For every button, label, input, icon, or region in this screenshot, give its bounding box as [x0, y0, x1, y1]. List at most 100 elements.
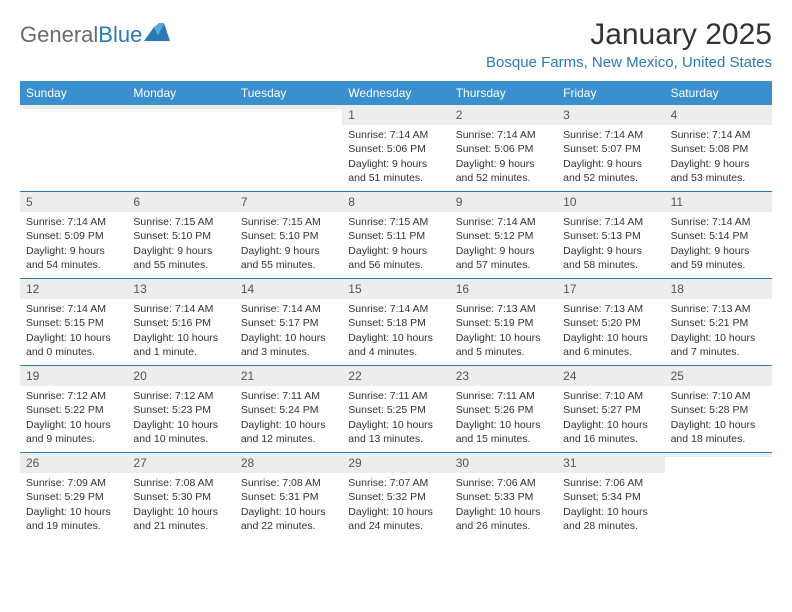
day-info: Sunrise: 7:06 AMSunset: 5:33 PMDaylight:… [456, 476, 551, 533]
sunset-line: Sunset: 5:11 PM [348, 229, 443, 243]
day-number-row: 17 [557, 279, 664, 299]
weekday-header: Wednesday [342, 81, 449, 105]
week-row: 1Sunrise: 7:14 AMSunset: 5:06 PMDaylight… [20, 105, 772, 191]
day-info: Sunrise: 7:14 AMSunset: 5:15 PMDaylight:… [26, 302, 121, 359]
day-number-row: 13 [127, 279, 234, 299]
day-cell: 10Sunrise: 7:14 AMSunset: 5:13 PMDayligh… [557, 192, 664, 278]
day-info: Sunrise: 7:08 AMSunset: 5:30 PMDaylight:… [133, 476, 228, 533]
logo-word-general: General [20, 22, 98, 47]
week-row: 5Sunrise: 7:14 AMSunset: 5:09 PMDaylight… [20, 191, 772, 278]
daylight-line: Daylight: 9 hours and 52 minutes. [563, 157, 658, 185]
daylight-line: Daylight: 10 hours and 26 minutes. [456, 505, 551, 533]
daylight-line: Daylight: 9 hours and 57 minutes. [456, 244, 551, 272]
daylight-line: Daylight: 10 hours and 10 minutes. [133, 418, 228, 446]
day-number: 27 [133, 456, 146, 470]
page-header: GeneralBlue January 2025 Bosque Farms, N… [20, 18, 772, 71]
day-cell: 24Sunrise: 7:10 AMSunset: 5:27 PMDayligh… [557, 366, 664, 452]
sunset-line: Sunset: 5:27 PM [563, 403, 658, 417]
day-cell: 18Sunrise: 7:13 AMSunset: 5:21 PMDayligh… [665, 279, 772, 365]
weekday-header-row: SundayMondayTuesdayWednesdayThursdayFrid… [20, 81, 772, 105]
day-number-row: 25 [665, 366, 772, 386]
day-cell: 29Sunrise: 7:07 AMSunset: 5:32 PMDayligh… [342, 453, 449, 539]
weekday-header: Saturday [665, 81, 772, 105]
day-number: 4 [671, 108, 678, 122]
weekday-header: Sunday [20, 81, 127, 105]
sunrise-line: Sunrise: 7:08 AM [241, 476, 336, 490]
day-cell: 21Sunrise: 7:11 AMSunset: 5:24 PMDayligh… [235, 366, 342, 452]
daylight-line: Daylight: 10 hours and 18 minutes. [671, 418, 766, 446]
daylight-line: Daylight: 10 hours and 3 minutes. [241, 331, 336, 359]
week-row: 12Sunrise: 7:14 AMSunset: 5:15 PMDayligh… [20, 278, 772, 365]
sunset-line: Sunset: 5:15 PM [26, 316, 121, 330]
day-info: Sunrise: 7:14 AMSunset: 5:14 PMDaylight:… [671, 215, 766, 272]
day-info: Sunrise: 7:11 AMSunset: 5:26 PMDaylight:… [456, 389, 551, 446]
sunset-line: Sunset: 5:22 PM [26, 403, 121, 417]
daylight-line: Daylight: 10 hours and 4 minutes. [348, 331, 443, 359]
day-cell: 20Sunrise: 7:12 AMSunset: 5:23 PMDayligh… [127, 366, 234, 452]
day-cell: 15Sunrise: 7:14 AMSunset: 5:18 PMDayligh… [342, 279, 449, 365]
sunrise-line: Sunrise: 7:11 AM [241, 389, 336, 403]
day-cell: 4 Sunrise: 7:14 AMSunset: 5:08 PMDaylight… [665, 105, 772, 191]
day-number-row: 5 [20, 192, 127, 212]
day-number: 28 [241, 456, 254, 470]
sunset-line: Sunset: 5:26 PM [456, 403, 551, 417]
day-number: 30 [456, 456, 469, 470]
day-info: Sunrise: 7:08 AMSunset: 5:31 PMDaylight:… [241, 476, 336, 533]
day-number: 25 [671, 369, 684, 383]
day-cell: 5Sunrise: 7:14 AMSunset: 5:09 PMDaylight… [20, 192, 127, 278]
weekday-header: Tuesday [235, 81, 342, 105]
day-cell: 28 Sunrise: 7:08 AMSunset: 5:31 PMDayligh… [235, 453, 342, 539]
sunset-line: Sunset: 5:29 PM [26, 490, 121, 504]
day-number: 22 [348, 369, 361, 383]
weekday-header: Thursday [450, 81, 557, 105]
day-cell: 12Sunrise: 7:14 AMSunset: 5:15 PMDayligh… [20, 279, 127, 365]
weekday-header: Monday [127, 81, 234, 105]
sunrise-line: Sunrise: 7:07 AM [348, 476, 443, 490]
logo-text: GeneralBlue [20, 22, 142, 48]
daylight-line: Daylight: 10 hours and 12 minutes. [241, 418, 336, 446]
sunrise-line: Sunrise: 7:10 AM [563, 389, 658, 403]
day-info: Sunrise: 7:06 AMSunset: 5:34 PMDaylight:… [563, 476, 658, 533]
day-number-row [235, 105, 342, 109]
daylight-line: Daylight: 9 hours and 56 minutes. [348, 244, 443, 272]
day-info: Sunrise: 7:15 AMSunset: 5:11 PMDaylight:… [348, 215, 443, 272]
day-number: 29 [348, 456, 361, 470]
day-cell: 22Sunrise: 7:11 AMSunset: 5:25 PMDayligh… [342, 366, 449, 452]
sunrise-line: Sunrise: 7:14 AM [26, 302, 121, 316]
day-cell: 3Sunrise: 7:14 AMSunset: 5:07 PMDaylight… [557, 105, 664, 191]
daylight-line: Daylight: 10 hours and 24 minutes. [348, 505, 443, 533]
day-number: 5 [26, 195, 33, 209]
day-number-row: 2 [450, 105, 557, 125]
sunset-line: Sunset: 5:06 PM [348, 142, 443, 156]
day-cell-empty [235, 105, 342, 191]
day-info: Sunrise: 7:15 AMSunset: 5:10 PMDaylight:… [133, 215, 228, 272]
logo: GeneralBlue [20, 22, 170, 48]
day-number-row: 22 [342, 366, 449, 386]
sunset-line: Sunset: 5:13 PM [563, 229, 658, 243]
day-number: 8 [348, 195, 355, 209]
day-info: Sunrise: 7:15 AMSunset: 5:10 PMDaylight:… [241, 215, 336, 272]
day-number-row: 28 [235, 453, 342, 473]
calendar: SundayMondayTuesdayWednesdayThursdayFrid… [20, 81, 772, 539]
day-number-row: 3 [557, 105, 664, 125]
day-number-row: 11 [665, 192, 772, 212]
sunrise-line: Sunrise: 7:14 AM [671, 215, 766, 229]
day-info: Sunrise: 7:14 AMSunset: 5:08 PMDaylight:… [671, 128, 766, 185]
day-cell: 2Sunrise: 7:14 AMSunset: 5:06 PMDaylight… [450, 105, 557, 191]
sunrise-line: Sunrise: 7:06 AM [563, 476, 658, 490]
sunrise-line: Sunrise: 7:13 AM [563, 302, 658, 316]
daylight-line: Daylight: 10 hours and 1 minute. [133, 331, 228, 359]
sunrise-line: Sunrise: 7:15 AM [348, 215, 443, 229]
month-title: January 2025 [486, 18, 772, 52]
sunrise-line: Sunrise: 7:14 AM [456, 215, 551, 229]
sunrise-line: Sunrise: 7:14 AM [133, 302, 228, 316]
daylight-line: Daylight: 10 hours and 15 minutes. [456, 418, 551, 446]
sunset-line: Sunset: 5:24 PM [241, 403, 336, 417]
day-number-row: 26 [20, 453, 127, 473]
sunrise-line: Sunrise: 7:11 AM [456, 389, 551, 403]
sunset-line: Sunset: 5:17 PM [241, 316, 336, 330]
sunrise-line: Sunrise: 7:15 AM [241, 215, 336, 229]
day-number: 6 [133, 195, 140, 209]
logo-mark-icon [144, 23, 170, 41]
sunrise-line: Sunrise: 7:13 AM [671, 302, 766, 316]
